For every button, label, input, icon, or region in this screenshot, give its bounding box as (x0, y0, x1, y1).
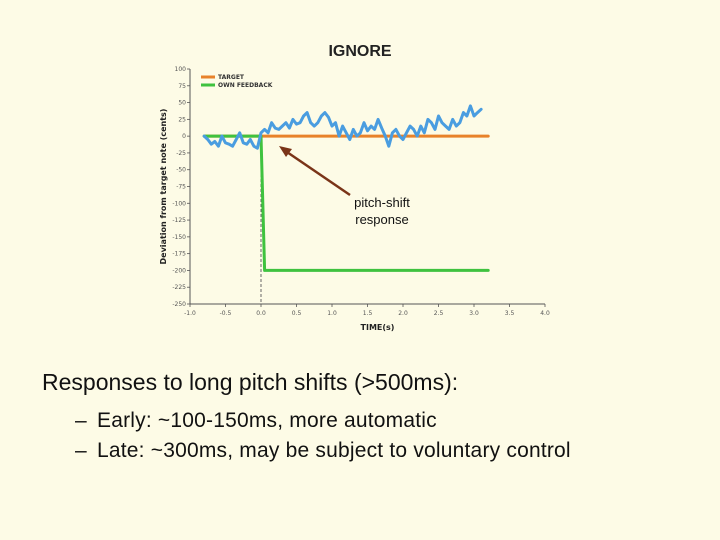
bullet-marker: – (75, 409, 87, 432)
bullet-item: – Early: ~100-150ms, more automatic (75, 409, 571, 433)
x-tick-label: 2.0 (398, 310, 408, 317)
series-voice-response (202, 104, 483, 150)
x-tick-label: 1.0 (327, 310, 337, 317)
slide-title: IGNORE (328, 43, 392, 60)
y-tick-label: -25 (176, 150, 186, 157)
y-tick-label: 0 (182, 133, 186, 140)
x-tick-label: 3.0 (469, 310, 479, 317)
bullet-text: Early: ~100-150ms, more automatic (97, 409, 437, 432)
x-tick-label: 4.0 (540, 310, 550, 317)
annotation-line-1: pitch-shift (354, 195, 410, 210)
annotation-arrow (279, 146, 351, 197)
y-tick-label: 50 (178, 100, 186, 107)
annotation-line-2: response (355, 212, 409, 227)
x-tick-label: -0.5 (220, 310, 232, 317)
series-own-feedback (202, 134, 490, 272)
legend-label: TARGET (218, 74, 245, 81)
bullet-list: – Early: ~100-150ms, more automatic – Late… (75, 409, 571, 469)
y-tick-label: -250 (172, 301, 186, 308)
bullet-text: Late: ~300ms, may be subject to voluntar… (97, 439, 571, 462)
y-tick-label: 75 (178, 83, 186, 90)
x-tick-label: 0.0 (256, 310, 266, 317)
bullet-marker: – (75, 439, 87, 462)
y-tick-label: -75 (176, 184, 186, 191)
pitch-shift-annotation: pitch-shift response (330, 194, 434, 228)
x-tick-label: 1.5 (363, 310, 373, 317)
chart-axes: 100 75 50 25 0 -25 -50 -75 -100 -125 -150 -175 -200 -… (159, 66, 550, 332)
slide-heading: Responses to long pitch shifts (>500ms): (42, 369, 459, 395)
x-tick-label: -1.0 (184, 310, 196, 317)
y-tick-label: -175 (172, 251, 186, 258)
y-axis-title: Deviation from target note (cents) (159, 109, 168, 265)
x-tick-label: 3.5 (505, 310, 515, 317)
x-axis-title: TIME(s) (361, 323, 395, 332)
x-tick-label: 0.5 (292, 310, 302, 317)
y-tick-label: -150 (172, 234, 186, 241)
y-tick-label: -50 (176, 167, 186, 174)
y-tick-label: -225 (172, 284, 186, 291)
legend-label: OWN FEEDBACK (218, 82, 273, 89)
y-tick-label: 25 (178, 116, 186, 123)
y-tick-label: -100 (172, 200, 186, 207)
y-tick-label: -200 (172, 267, 186, 274)
y-tick-label: -125 (172, 217, 186, 224)
plot-area (202, 104, 490, 304)
x-tick-label: 2.5 (434, 310, 444, 317)
bullet-item: – Late: ~300ms, may be subject to volunta… (75, 439, 571, 463)
y-tick-label: 100 (175, 66, 187, 73)
